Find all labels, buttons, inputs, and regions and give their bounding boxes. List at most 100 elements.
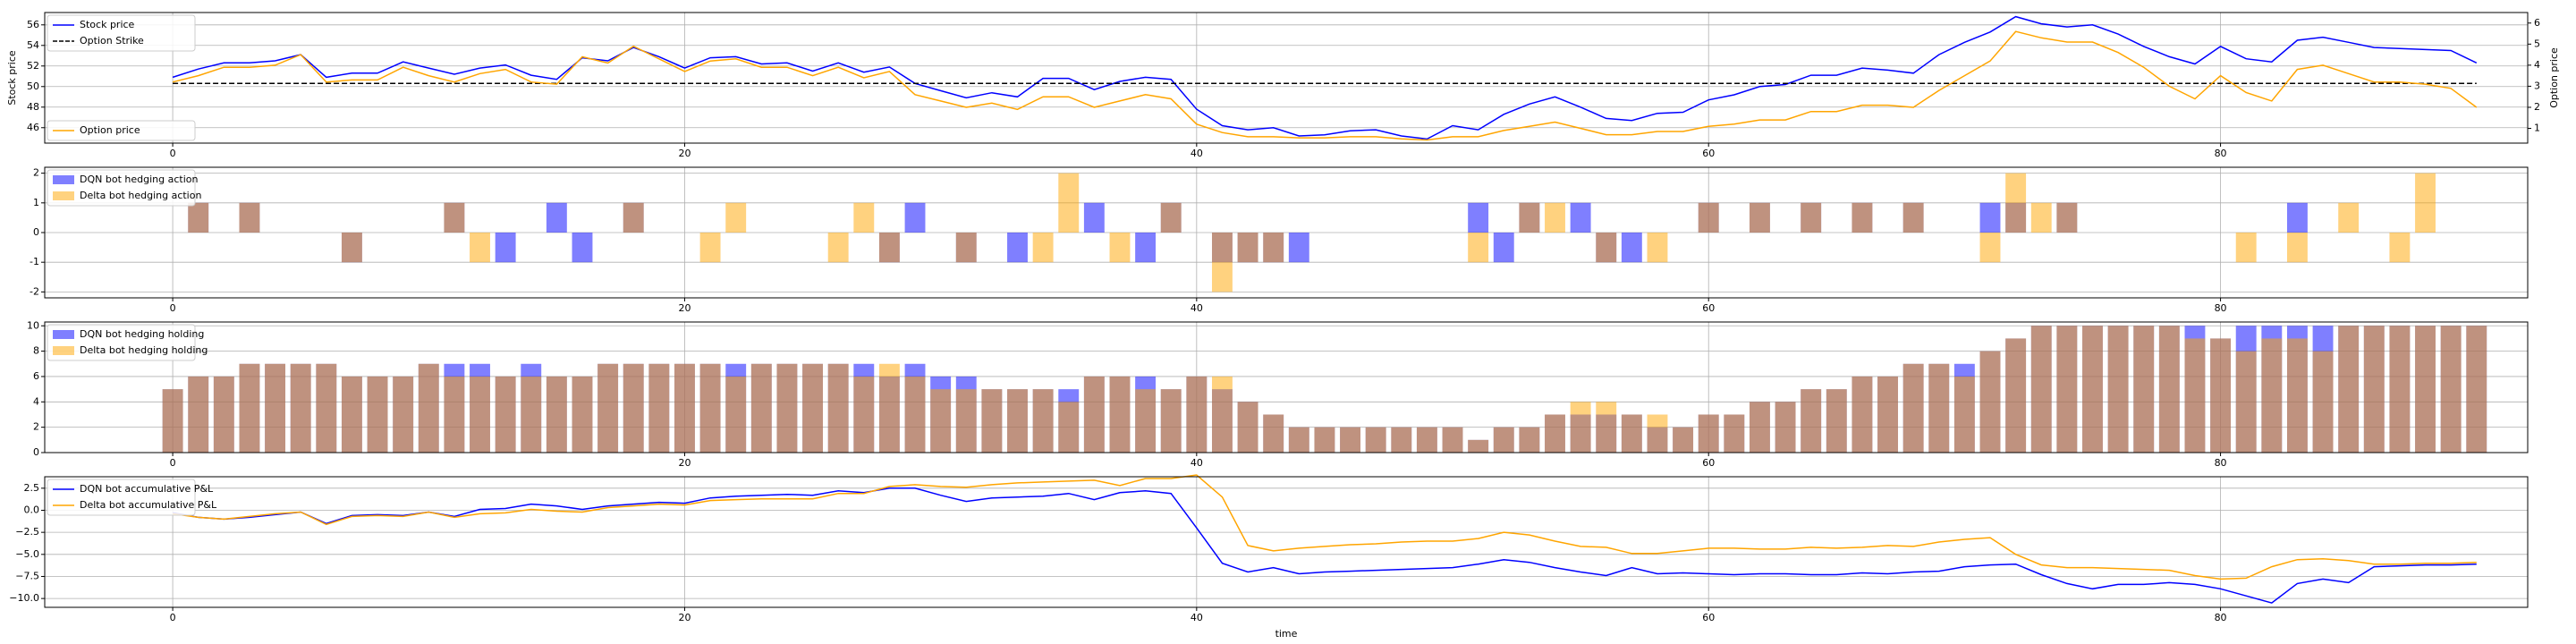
- option-price-line: [172, 30, 2478, 141]
- legend-label: DQN bot hedging holding: [80, 328, 204, 340]
- y-tick-label: -2: [30, 285, 39, 297]
- delta-bar: [955, 389, 977, 453]
- delta-bar: [1647, 233, 1668, 263]
- delta-bar: [1263, 414, 1284, 453]
- x-tick-label: 0: [170, 457, 176, 469]
- delta-bar: [2389, 326, 2411, 453]
- delta-bar: [1237, 402, 1258, 453]
- legend: [47, 479, 196, 516]
- delta-bar: [1263, 233, 1284, 263]
- delta-bar: [597, 363, 619, 453]
- delta-bar: [1160, 202, 1182, 233]
- delta-bar: [1468, 233, 1489, 263]
- y2-axis-label: Option price: [2548, 47, 2560, 108]
- y-tick-label: 1: [33, 197, 39, 208]
- delta-bar: [2056, 202, 2078, 233]
- legend: [47, 324, 196, 361]
- y-tick-label: 48: [27, 101, 39, 113]
- dqn-bar: [1135, 233, 1157, 263]
- delta-bar: [1877, 376, 1898, 453]
- delta-bar: [470, 233, 490, 263]
- delta-bar: [1288, 427, 1309, 453]
- delta-bar: [648, 363, 670, 453]
- delta-bar: [2363, 326, 2385, 453]
- delta-bar: [2056, 326, 2078, 453]
- delta-bar: [1237, 233, 1258, 263]
- delta-bar: [2082, 326, 2103, 453]
- x-tick-label: 20: [678, 457, 691, 469]
- delta-bar: [1545, 202, 1565, 233]
- legend-label: Delta bot hedging holding: [80, 344, 208, 356]
- y-tick-label: 6: [33, 370, 39, 382]
- delta-bar: [1416, 427, 1437, 453]
- delta-bar: [674, 363, 695, 453]
- delta-bar: [1621, 414, 1642, 453]
- delta-bar: [725, 376, 747, 453]
- dqn-bar: [2286, 202, 2308, 233]
- accumulative-pnl-panel: 0 20 40 60 80 −10.0 −7.5 −5.0 −2.5 0.0 2.5 time DQN …: [9, 474, 2529, 640]
- delta-bar: [188, 202, 209, 233]
- hedging-holding-panel: 0 20 40 60 80 0 2 4 6 8 10 DQN bot hedging holding D…: [27, 319, 2529, 469]
- delta-bot-accumulative-p-l-line: [172, 474, 2477, 580]
- x-tick-label: 20: [678, 148, 691, 159]
- delta-bar: [750, 363, 772, 453]
- legend-label: Option price: [80, 124, 140, 136]
- plot-frame: [44, 321, 2529, 453]
- delta-bar: [1673, 427, 1694, 453]
- y-tick-label: 56: [27, 19, 39, 30]
- dqn-bar: [1493, 233, 1514, 263]
- x-tick-label: 80: [2215, 302, 2227, 314]
- delta-bar: [1902, 202, 1924, 233]
- y2-tick-label: 3: [2534, 80, 2540, 91]
- plot-frame: [44, 476, 2529, 608]
- delta-bar: [2005, 338, 2027, 453]
- delta-bar: [776, 363, 798, 453]
- y2-tick-label: 5: [2534, 38, 2540, 49]
- delta-bar: [853, 376, 875, 453]
- x-tick-label: 60: [1702, 457, 1715, 469]
- delta-bar: [2184, 338, 2206, 453]
- delta-bar: [239, 202, 260, 233]
- delta-bar: [1468, 439, 1489, 453]
- delta-bar: [2133, 326, 2155, 453]
- delta-bar: [1953, 376, 1975, 453]
- dqn-bar: [1007, 233, 1028, 263]
- delta-bar: [2338, 326, 2360, 453]
- legend-label: Delta bot accumulative P&L: [80, 499, 217, 511]
- x-tick-label: 0: [170, 612, 176, 623]
- delta-bar: [2312, 351, 2334, 453]
- dqn-bar: [572, 233, 593, 263]
- dqn-bar: [1979, 202, 2001, 233]
- y-tick-label: 46: [27, 122, 39, 133]
- delta-bar: [2389, 233, 2411, 263]
- delta-bar: [1979, 351, 2001, 453]
- delta-bar: [1135, 389, 1157, 453]
- delta-bar: [904, 376, 926, 453]
- delta-bar: [1212, 376, 1233, 453]
- delta-bar: [341, 233, 362, 263]
- delta-bar: [878, 363, 900, 453]
- delta-bar: [1058, 173, 1080, 233]
- delta-bar: [1749, 402, 1770, 453]
- delta-bar: [290, 363, 311, 453]
- y2-tick-label: 4: [2534, 59, 2540, 71]
- legend-bottom-left: [47, 120, 196, 141]
- delta-bar: [1596, 402, 1617, 453]
- delta-bar: [546, 376, 567, 453]
- delta-bar: [1340, 427, 1360, 453]
- y-tick-label: 4: [33, 395, 39, 407]
- dqn-bar: [904, 202, 926, 233]
- delta-bar: [2107, 326, 2129, 453]
- delta-bar: [1852, 376, 1873, 453]
- delta-bar: [1212, 233, 1233, 292]
- y2-tick-label: 6: [2534, 17, 2540, 29]
- delta-bar: [162, 389, 183, 453]
- delta-bar: [2210, 338, 2232, 453]
- delta-bar: [623, 202, 644, 233]
- delta-bar: [1749, 202, 1770, 233]
- delta-bar: [878, 233, 900, 263]
- y-tick-label: −10.0: [9, 592, 39, 604]
- delta-bar: [2235, 233, 2257, 263]
- delta-bar: [1596, 233, 1617, 263]
- y-tick-label: −5.0: [15, 548, 39, 560]
